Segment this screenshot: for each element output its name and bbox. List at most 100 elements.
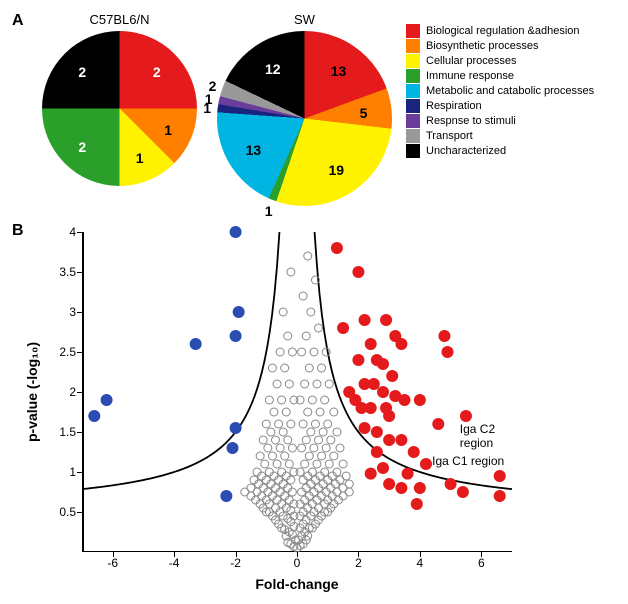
data-point <box>301 460 309 468</box>
data-point <box>281 452 289 460</box>
legend-label: Metabolic and catabolic processes <box>426 85 594 97</box>
legend-label: Immune response <box>426 70 514 82</box>
data-point <box>325 380 333 388</box>
pie <box>42 31 197 186</box>
data-point <box>265 396 273 404</box>
y-tick: 3.5 <box>48 265 76 279</box>
data-point <box>359 378 371 390</box>
data-point <box>380 314 392 326</box>
data-point <box>339 460 347 468</box>
legend-label: Biosynthetic processes <box>426 40 539 52</box>
x-tick: 4 <box>417 556 424 570</box>
data-point <box>383 410 395 422</box>
data-point <box>287 420 295 428</box>
data-point <box>310 348 318 356</box>
data-point <box>308 468 316 476</box>
data-point <box>288 348 296 356</box>
legend-label: Cellular processes <box>426 55 516 67</box>
data-point <box>285 380 293 388</box>
data-point <box>284 436 292 444</box>
data-point <box>305 364 313 372</box>
data-point <box>290 396 298 404</box>
legend-swatch <box>406 129 420 143</box>
data-point <box>270 408 278 416</box>
x-tick: -6 <box>107 556 118 570</box>
data-point <box>327 436 335 444</box>
data-point <box>445 478 457 490</box>
legend-label: Respnse to stimuli <box>426 115 516 127</box>
data-point <box>321 396 329 404</box>
data-point <box>359 422 371 434</box>
data-point <box>324 420 332 428</box>
data-point <box>273 460 281 468</box>
data-point <box>322 348 330 356</box>
data-point <box>282 408 290 416</box>
data-point <box>365 338 377 350</box>
data-point <box>264 444 272 452</box>
data-point <box>304 252 312 260</box>
data-point <box>494 470 506 482</box>
data-point <box>307 428 315 436</box>
data-point <box>227 442 239 454</box>
y-tick: 1.5 <box>48 425 76 439</box>
data-point <box>285 460 293 468</box>
data-point <box>414 394 426 406</box>
data-point <box>299 420 307 428</box>
data-point <box>298 444 306 452</box>
data-point <box>304 408 312 416</box>
data-point <box>383 434 395 446</box>
data-point <box>359 314 371 326</box>
data-point <box>311 420 319 428</box>
data-point <box>442 346 454 358</box>
slice-value: 1 <box>205 91 213 107</box>
pie <box>217 31 392 206</box>
data-point <box>333 468 341 476</box>
data-point <box>230 226 242 238</box>
data-point <box>265 468 273 476</box>
data-point <box>302 436 310 444</box>
data-point <box>438 330 450 342</box>
data-point <box>345 480 353 488</box>
legend-swatch <box>406 144 420 158</box>
data-point <box>408 446 420 458</box>
data-point <box>318 452 326 460</box>
data-point <box>259 436 267 444</box>
x-tick: -2 <box>230 556 241 570</box>
legend-item: Biosynthetic processes <box>406 39 594 53</box>
data-point <box>279 428 287 436</box>
legend-swatch <box>406 24 420 38</box>
threshold-curve <box>82 232 279 489</box>
data-point <box>230 422 242 434</box>
data-point <box>298 348 306 356</box>
volcano-plot: 0.511.522.533.54-6-4-20246Iga C2 regionI… <box>82 232 512 552</box>
legend-label: Respiration <box>426 100 482 112</box>
data-point <box>284 332 292 340</box>
legend-label: Transport <box>426 130 473 142</box>
legend-label: Biological regulation &adhesion <box>426 25 580 37</box>
x-tick: -4 <box>169 556 180 570</box>
data-point <box>299 292 307 300</box>
data-point <box>414 482 426 494</box>
data-point <box>278 468 286 476</box>
data-point <box>420 458 432 470</box>
data-point <box>279 308 287 316</box>
pie-chart: C57BL6/N21122 <box>42 12 197 186</box>
data-point <box>377 358 389 370</box>
data-point <box>88 410 100 422</box>
data-point <box>402 468 414 480</box>
data-point <box>253 468 261 476</box>
data-point <box>275 420 283 428</box>
y-tick: 0.5 <box>48 505 76 519</box>
data-point <box>281 364 289 372</box>
data-point <box>330 408 338 416</box>
data-point <box>365 402 377 414</box>
data-point <box>233 306 245 318</box>
data-point <box>325 460 333 468</box>
legend-item: Transport <box>406 129 594 143</box>
legend-swatch <box>406 99 420 113</box>
data-point <box>262 420 270 428</box>
y-tick: 1 <box>48 465 76 479</box>
data-point <box>230 330 242 342</box>
y-tick: 2.5 <box>48 345 76 359</box>
data-point <box>308 396 316 404</box>
